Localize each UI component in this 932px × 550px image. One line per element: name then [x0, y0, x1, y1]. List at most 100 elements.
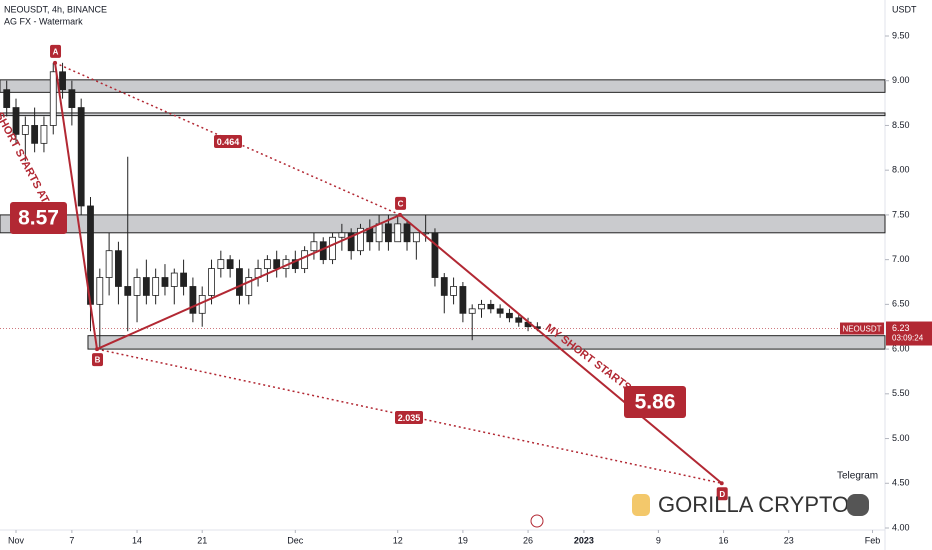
candle-body [189, 286, 197, 314]
y-tick-label: 8.50 [892, 120, 910, 130]
ratio-line [96, 348, 722, 485]
label-box [395, 411, 423, 424]
y-tick-label: 9.00 [892, 75, 910, 85]
zone [0, 79, 886, 93]
candle-body [468, 308, 476, 314]
candle-body [440, 277, 448, 296]
candle-body [347, 232, 355, 252]
candle-body [291, 259, 299, 269]
candle-body [12, 107, 20, 135]
annotation: GORILLA CRYPTO [658, 492, 849, 517]
logo-icon [530, 514, 544, 528]
candle-body [263, 259, 271, 269]
x-tick-label: 21 [197, 535, 207, 545]
label-text: C [398, 200, 404, 209]
label-text: 0.464 [217, 137, 240, 147]
candle-body [59, 71, 66, 91]
y-tick-label: 7.50 [892, 209, 910, 219]
logo-icon [632, 494, 650, 516]
zone [0, 112, 886, 117]
y-tick-label: 8.00 [892, 165, 910, 175]
candle-body [301, 250, 309, 269]
candle-body [77, 107, 85, 207]
candle-body [40, 125, 48, 144]
label-box [395, 196, 407, 210]
pivot-point [719, 481, 724, 486]
price-text: 6.23 [892, 323, 910, 333]
label-text: B [95, 356, 101, 365]
chart-title: NEOUSDT, 4h, BINANCE [4, 4, 107, 14]
candle-body [478, 303, 485, 310]
price-tag [886, 321, 932, 346]
x-tick-label: Feb [865, 535, 881, 545]
candle-body [310, 241, 318, 252]
y-tick-label: 4.50 [892, 478, 910, 488]
x-tick-label: 23 [784, 535, 794, 545]
candle-body [506, 312, 513, 319]
label-box [716, 487, 728, 501]
candle-body [180, 272, 187, 287]
label-text: 5.86 [635, 391, 676, 414]
label-box [92, 353, 104, 367]
zone [87, 335, 886, 350]
zone [0, 214, 886, 234]
candle-body [96, 277, 104, 305]
candle-body [170, 272, 178, 287]
candle-body [394, 223, 402, 243]
x-tick-label: 9 [656, 535, 661, 545]
candle-body [431, 232, 439, 278]
candle-body [236, 268, 243, 296]
candle-body [338, 232, 346, 238]
label-text: D [719, 490, 725, 499]
candle-body [329, 236, 336, 261]
pivot-point [53, 60, 58, 65]
candle-body [412, 232, 420, 243]
x-tick-label: 26 [523, 535, 533, 545]
y-tick-label: 4.00 [892, 522, 910, 532]
x-tick-label: 12 [393, 535, 403, 545]
y-tick-label: 9.50 [892, 30, 910, 40]
symbol-text: NEOUSDT [842, 325, 881, 334]
x-tick-label: 14 [132, 535, 142, 545]
annotation: Telegram [837, 471, 878, 482]
y-tick-label: 7.00 [892, 254, 910, 264]
candle-body [245, 277, 253, 296]
candle-body [31, 125, 39, 144]
chart-subtitle: AG FX - Watermark [4, 16, 83, 26]
y-axis-label: USDT [892, 4, 917, 14]
candle-body [403, 223, 411, 243]
pattern-line [96, 213, 401, 351]
y-tick-label: 6.00 [892, 343, 910, 353]
candle-body [226, 259, 234, 269]
candle-body [385, 223, 392, 243]
candle-body [357, 227, 364, 252]
candle-body [115, 250, 122, 287]
candle-body [49, 71, 57, 126]
candle-body [515, 317, 523, 323]
label-box [50, 44, 62, 58]
label-box [624, 386, 686, 418]
y-tick-label: 5.00 [892, 433, 910, 443]
candle-body [450, 286, 457, 296]
label-text: 2.035 [398, 413, 421, 423]
x-tick-label: Nov [8, 535, 25, 545]
label-box [10, 202, 67, 234]
x-tick-label: 16 [719, 535, 729, 545]
candle-body [3, 89, 11, 108]
symbol-tag [840, 322, 884, 335]
candle-body [124, 286, 132, 296]
pattern-line [54, 62, 98, 350]
label-box [214, 135, 242, 148]
logo-icon [847, 494, 869, 516]
pivot-point [398, 212, 403, 217]
candle-body [133, 277, 141, 296]
candle-body [487, 303, 495, 310]
candle-body [273, 259, 281, 269]
candle-body [161, 277, 169, 287]
label-text: A [53, 47, 59, 56]
label-text: 8.57 [18, 207, 59, 230]
plot [0, 62, 886, 485]
candle-body [496, 308, 504, 314]
candle-body [68, 89, 76, 108]
y-tick-label: 5.50 [892, 388, 910, 398]
